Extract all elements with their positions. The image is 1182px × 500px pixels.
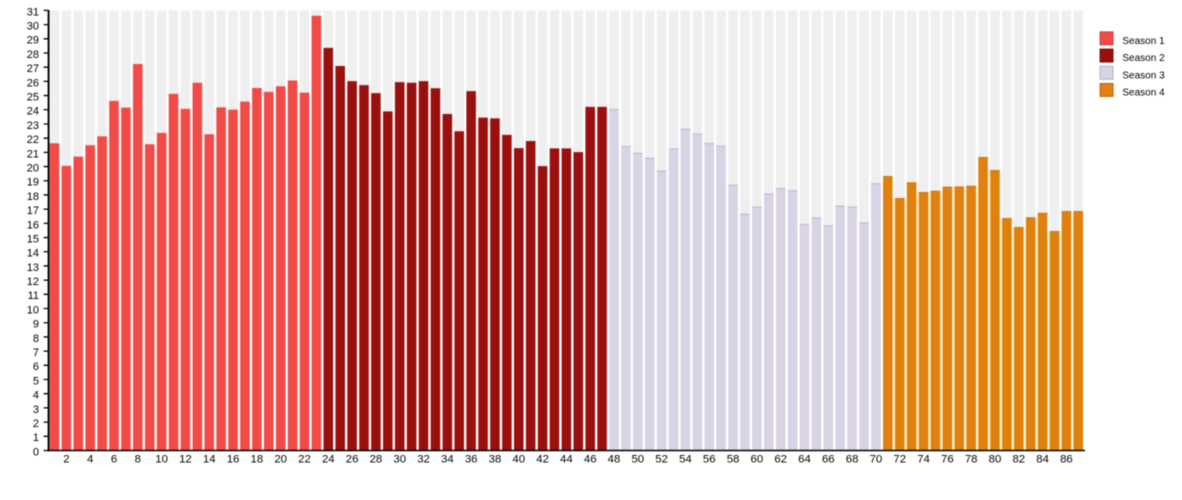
svg-text:13: 13 bbox=[27, 262, 39, 274]
svg-text:38: 38 bbox=[489, 454, 502, 466]
svg-text:7: 7 bbox=[33, 347, 39, 359]
svg-text:68: 68 bbox=[846, 454, 859, 466]
svg-text:66: 66 bbox=[822, 454, 835, 466]
svg-text:9: 9 bbox=[33, 319, 39, 331]
svg-text:36: 36 bbox=[465, 454, 478, 466]
svg-text:6: 6 bbox=[33, 361, 39, 373]
svg-text:4: 4 bbox=[87, 454, 93, 466]
svg-text:60: 60 bbox=[751, 454, 764, 466]
svg-text:22: 22 bbox=[298, 454, 311, 466]
svg-text:5: 5 bbox=[33, 375, 39, 387]
svg-text:46: 46 bbox=[584, 454, 597, 466]
svg-text:42: 42 bbox=[536, 454, 549, 466]
svg-text:0: 0 bbox=[33, 446, 39, 458]
svg-text:44: 44 bbox=[560, 454, 573, 466]
svg-text:27: 27 bbox=[27, 63, 39, 75]
svg-text:Season 3: Season 3 bbox=[1122, 70, 1165, 81]
svg-text:72: 72 bbox=[893, 454, 906, 466]
svg-text:80: 80 bbox=[989, 454, 1002, 466]
svg-text:18: 18 bbox=[27, 191, 39, 203]
svg-text:32: 32 bbox=[417, 454, 430, 466]
svg-text:40: 40 bbox=[512, 454, 525, 466]
svg-text:Season 1: Season 1 bbox=[1122, 36, 1165, 47]
svg-text:14: 14 bbox=[203, 454, 216, 466]
svg-text:50: 50 bbox=[631, 454, 644, 466]
svg-text:64: 64 bbox=[798, 454, 811, 466]
svg-text:15: 15 bbox=[27, 233, 39, 245]
svg-text:1: 1 bbox=[33, 432, 39, 444]
svg-text:58: 58 bbox=[727, 454, 740, 466]
svg-text:30: 30 bbox=[27, 20, 39, 32]
svg-text:31: 31 bbox=[27, 6, 39, 18]
svg-text:52: 52 bbox=[655, 454, 668, 466]
svg-text:29: 29 bbox=[27, 35, 39, 47]
svg-text:20: 20 bbox=[274, 454, 287, 466]
svg-text:54: 54 bbox=[679, 454, 692, 466]
svg-text:Season 4: Season 4 bbox=[1122, 88, 1165, 99]
svg-text:25: 25 bbox=[27, 91, 39, 103]
svg-text:30: 30 bbox=[393, 454, 406, 466]
svg-text:28: 28 bbox=[370, 454, 383, 466]
svg-text:8: 8 bbox=[135, 454, 141, 466]
svg-text:24: 24 bbox=[322, 454, 335, 466]
svg-text:78: 78 bbox=[965, 454, 978, 466]
svg-text:19: 19 bbox=[27, 177, 39, 189]
svg-text:11: 11 bbox=[28, 290, 39, 302]
svg-text:14: 14 bbox=[27, 248, 39, 260]
svg-text:4: 4 bbox=[33, 390, 39, 402]
svg-text:23: 23 bbox=[27, 120, 39, 132]
svg-text:2: 2 bbox=[63, 454, 69, 466]
svg-text:12: 12 bbox=[27, 276, 39, 288]
svg-text:82: 82 bbox=[1012, 454, 1025, 466]
svg-text:3: 3 bbox=[33, 404, 39, 416]
svg-text:17: 17 bbox=[27, 205, 39, 217]
svg-text:16: 16 bbox=[227, 454, 240, 466]
svg-text:20: 20 bbox=[27, 162, 39, 174]
svg-text:74: 74 bbox=[917, 454, 930, 466]
svg-text:24: 24 bbox=[27, 106, 39, 118]
svg-text:48: 48 bbox=[608, 454, 621, 466]
svg-text:12: 12 bbox=[179, 454, 192, 466]
svg-text:21: 21 bbox=[27, 148, 39, 160]
svg-text:34: 34 bbox=[441, 454, 454, 466]
svg-text:26: 26 bbox=[27, 77, 39, 89]
svg-text:10: 10 bbox=[27, 304, 39, 316]
svg-text:62: 62 bbox=[774, 454, 787, 466]
svg-text:10: 10 bbox=[155, 454, 168, 466]
svg-text:16: 16 bbox=[27, 219, 39, 231]
svg-text:6: 6 bbox=[111, 454, 117, 466]
svg-text:76: 76 bbox=[941, 454, 954, 466]
svg-text:26: 26 bbox=[346, 454, 359, 466]
svg-text:22: 22 bbox=[27, 134, 39, 146]
svg-text:8: 8 bbox=[33, 333, 39, 345]
svg-text:Season 2: Season 2 bbox=[1122, 53, 1165, 64]
svg-text:18: 18 bbox=[251, 454, 264, 466]
svg-text:84: 84 bbox=[1036, 454, 1049, 466]
svg-text:70: 70 bbox=[870, 454, 883, 466]
svg-text:56: 56 bbox=[703, 454, 716, 466]
svg-text:28: 28 bbox=[27, 49, 39, 61]
svg-text:86: 86 bbox=[1060, 454, 1073, 466]
svg-text:2: 2 bbox=[33, 418, 39, 430]
